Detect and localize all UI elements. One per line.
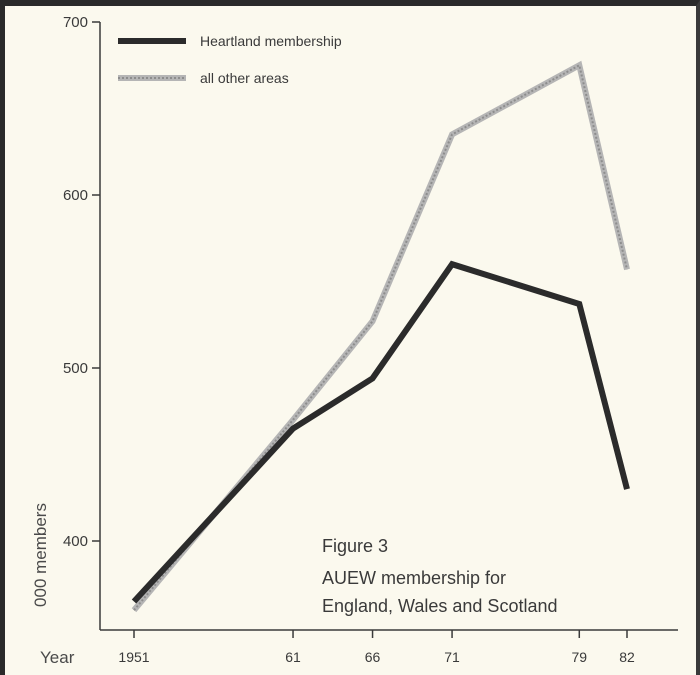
y-tick-label: 500 xyxy=(63,360,88,377)
legend-label-other: all other areas xyxy=(200,70,289,86)
x-axis-label: Year xyxy=(40,648,75,667)
series-line-other-areas-hatch xyxy=(133,63,628,611)
x-tick-label: 66 xyxy=(365,649,381,665)
y-tick-label: 700 xyxy=(63,14,88,31)
x-tick-label: 79 xyxy=(572,649,588,665)
x-tick-label: 71 xyxy=(444,649,460,665)
legend: Heartland membership all other areas xyxy=(118,33,342,86)
x-tick-label: 1951 xyxy=(118,649,149,665)
series-line-heartland xyxy=(131,260,630,604)
x-tick-label: 61 xyxy=(285,649,301,665)
x-ticks: 1951 61 66 71 79 82 xyxy=(118,630,635,665)
figure-caption-line1: AUEW membership for xyxy=(322,568,506,588)
series-group xyxy=(131,60,630,613)
series-line-other-areas xyxy=(131,60,630,613)
y-tick-label: 400 xyxy=(63,533,88,550)
y-tick-label: 600 xyxy=(63,187,88,204)
figure-caption-line2: England, Wales and Scotland xyxy=(322,596,558,616)
y-axis-label: 000 members xyxy=(31,503,50,607)
legend-label-heartland: Heartland membership xyxy=(200,33,342,49)
x-tick-label: 82 xyxy=(619,649,635,665)
figure-number: Figure 3 xyxy=(322,536,388,556)
y-ticks: 400 500 600 700 xyxy=(63,14,100,550)
